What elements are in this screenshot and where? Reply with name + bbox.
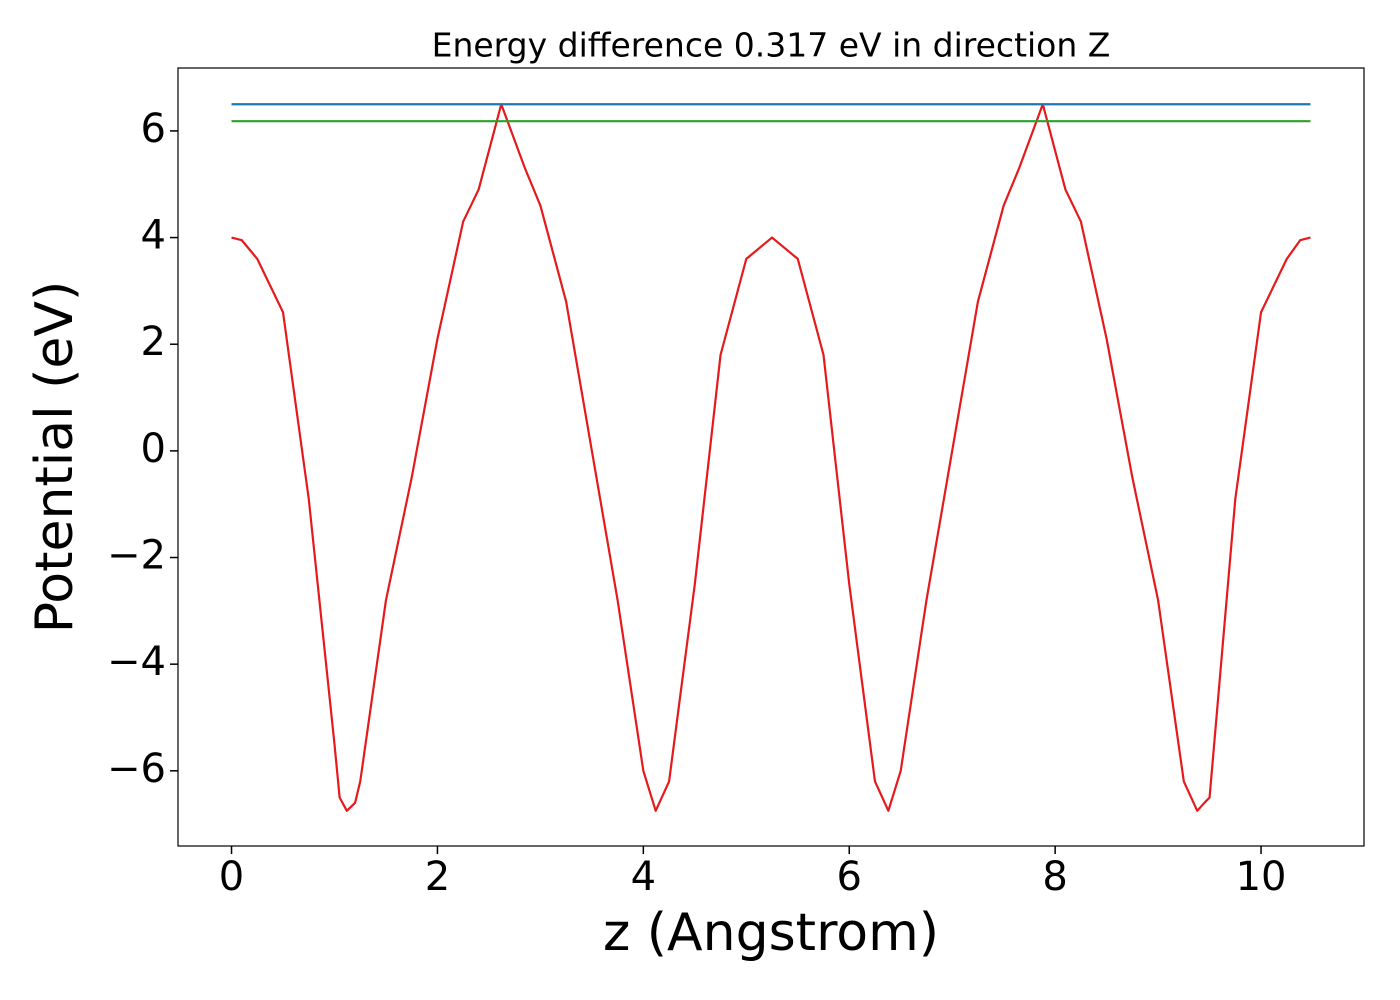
x-tick-label: 4: [631, 854, 656, 900]
chart-title: Energy difference 0.317 eV in direction …: [432, 26, 1111, 65]
x-axis-label: z (Angstrom): [603, 903, 939, 963]
y-tick-label: −4: [107, 639, 166, 685]
line-series: [231, 103, 1311, 812]
y-tick-label: −2: [107, 533, 166, 579]
y-tick-label: 2: [141, 319, 166, 365]
y-tick-label: 6: [141, 106, 166, 152]
x-tick-label: 6: [837, 854, 862, 900]
plot-frame: [177, 67, 1365, 847]
x-tick-label: 8: [1042, 854, 1067, 900]
y-axis-label: Potential (eV): [25, 281, 85, 633]
y-tick-label: 0: [141, 426, 166, 472]
x-tick-label: 10: [1236, 854, 1287, 900]
x-tick-label: 0: [219, 854, 244, 900]
y-tick-label: 4: [141, 213, 166, 259]
y-tick-label: −6: [107, 746, 166, 792]
x-tick-label: 2: [425, 854, 450, 900]
